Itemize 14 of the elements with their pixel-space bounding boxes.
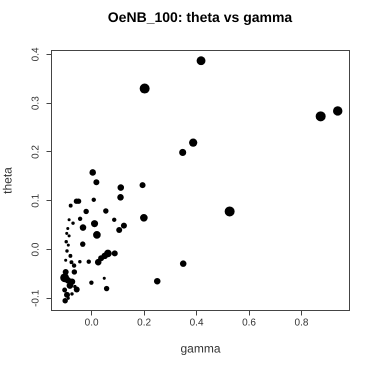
y-tick-label: 0.4 xyxy=(30,47,42,62)
y-tick-label: 0.3 xyxy=(30,96,42,110)
chart-title: OeNB_100: theta vs gamma xyxy=(108,8,292,25)
y-tick-label: 0.0 xyxy=(30,242,42,256)
x-axis-title: gamma xyxy=(180,342,221,356)
y-tick-label: 0.2 xyxy=(30,144,42,159)
y-tick-label: -0.1 xyxy=(30,289,42,307)
x-tick-label: 0.6 xyxy=(242,318,256,328)
x-tick-label: 0.0 xyxy=(84,318,100,328)
y-axis-title: theta xyxy=(0,166,14,194)
x-tick-label: 0.8 xyxy=(294,318,309,328)
x-tick-label: 0.4 xyxy=(190,318,204,328)
y-tick-label: 0.1 xyxy=(30,193,42,208)
x-tick-label: 0.2 xyxy=(137,318,152,328)
